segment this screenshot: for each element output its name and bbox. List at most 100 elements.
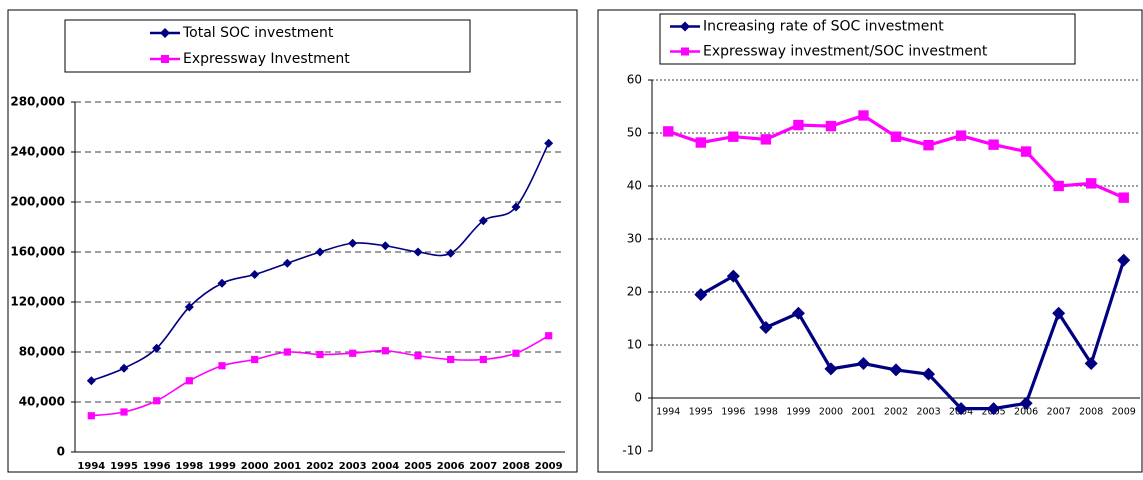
y-tick-label: 280,000	[10, 95, 65, 109]
legend-label: Expressway investment/SOC investment	[703, 44, 988, 60]
y-tick-label: 40	[627, 179, 642, 193]
y-tick-label: 60	[627, 73, 642, 87]
marker	[478, 216, 488, 226]
legend-label: Expressway Investment	[183, 51, 350, 67]
marker	[695, 137, 706, 148]
x-tick-label: 2000	[241, 461, 269, 472]
x-tick-label: 2006	[1014, 407, 1038, 418]
x-tick-label: 1995	[110, 461, 138, 472]
x-tick-label: 1999	[208, 461, 236, 472]
x-tick-label: 2003	[916, 407, 940, 418]
series-line	[91, 142, 550, 382]
marker	[153, 397, 161, 405]
marker	[120, 408, 128, 416]
marker	[86, 376, 96, 386]
marker	[283, 348, 291, 356]
legend-label: Increasing rate of SOC investment	[703, 19, 944, 35]
marker	[922, 367, 936, 381]
marker	[217, 278, 227, 288]
marker	[1019, 396, 1033, 410]
marker	[87, 412, 95, 420]
y-tick-label: 40,000	[19, 395, 65, 409]
x-tick-label: 2001	[273, 461, 301, 472]
y-tick-label: 50	[627, 126, 642, 140]
marker	[858, 110, 869, 121]
x-tick-label: 2002	[884, 407, 908, 418]
x-tick-label: 2006	[437, 461, 465, 472]
y-tick-label: 160,000	[10, 245, 65, 259]
y-tick-label: 20	[627, 285, 642, 299]
marker	[987, 402, 1001, 416]
x-tick-label: 1996	[721, 407, 745, 418]
marker	[544, 138, 554, 148]
marker	[381, 347, 389, 355]
marker	[250, 270, 260, 279]
marker	[1117, 253, 1131, 267]
x-tick-label: 2004	[371, 461, 399, 472]
x-tick-label: 2002	[306, 461, 334, 472]
marker	[955, 130, 967, 141]
marker	[1118, 192, 1129, 203]
x-tick-label: 1999	[786, 407, 810, 418]
x-tick-label: 1994	[77, 461, 105, 472]
x-tick-label: 2009	[535, 461, 563, 472]
marker	[119, 363, 129, 373]
legend-box	[659, 13, 1076, 65]
marker	[218, 362, 226, 370]
y-tick-label: -10	[622, 444, 642, 458]
marker	[152, 343, 162, 353]
x-tick-label: 1995	[689, 407, 713, 418]
y-tick-label: 80,000	[19, 345, 65, 359]
x-tick-label: 2001	[851, 407, 875, 418]
x-tick-label: 2008	[1079, 407, 1103, 418]
y-tick-label: 200,000	[10, 195, 65, 209]
marker	[282, 258, 292, 268]
marker	[824, 362, 838, 376]
series-line	[700, 259, 1126, 411]
marker	[479, 355, 487, 364]
marker	[545, 332, 553, 340]
marker	[694, 288, 708, 302]
x-tick-label: 2007	[1047, 407, 1071, 418]
y-tick-label: 10	[627, 338, 642, 352]
chart-frame	[597, 9, 1143, 473]
x-tick-label: 1994	[656, 407, 680, 418]
marker	[315, 247, 325, 257]
marker	[251, 355, 259, 364]
marker	[954, 402, 968, 416]
x-tick-label: 2007	[469, 461, 497, 472]
marker	[446, 248, 456, 258]
marker	[1020, 146, 1032, 157]
y-tick-label: 30	[627, 232, 642, 246]
y-tick-label: 0	[57, 445, 65, 459]
marker	[185, 377, 193, 385]
legend-marker	[161, 55, 169, 63]
marker	[1053, 180, 1064, 192]
x-tick-label: 1996	[143, 461, 171, 472]
chart-frame	[7, 9, 578, 473]
legend-marker	[680, 21, 690, 32]
marker	[316, 350, 324, 359]
legend-box	[64, 19, 471, 73]
marker	[988, 139, 999, 150]
marker	[184, 302, 194, 312]
x-tick-label: 2000	[819, 407, 843, 418]
marker	[349, 349, 357, 357]
marker	[856, 357, 870, 371]
y-tick-label: 120,000	[10, 295, 65, 309]
marker	[413, 247, 423, 257]
marker	[1084, 357, 1098, 371]
x-tick-label: 1998	[754, 407, 778, 418]
marker	[348, 238, 358, 248]
marker	[1052, 306, 1066, 320]
x-tick-label: 2008	[502, 461, 530, 472]
legend-marker	[681, 47, 689, 56]
marker	[1086, 178, 1097, 189]
marker	[760, 134, 772, 145]
marker	[663, 126, 674, 137]
marker	[512, 349, 520, 357]
marker	[793, 119, 804, 131]
legend-label: Total SOC investment	[182, 25, 334, 41]
x-tick-label: 1998	[175, 461, 203, 472]
